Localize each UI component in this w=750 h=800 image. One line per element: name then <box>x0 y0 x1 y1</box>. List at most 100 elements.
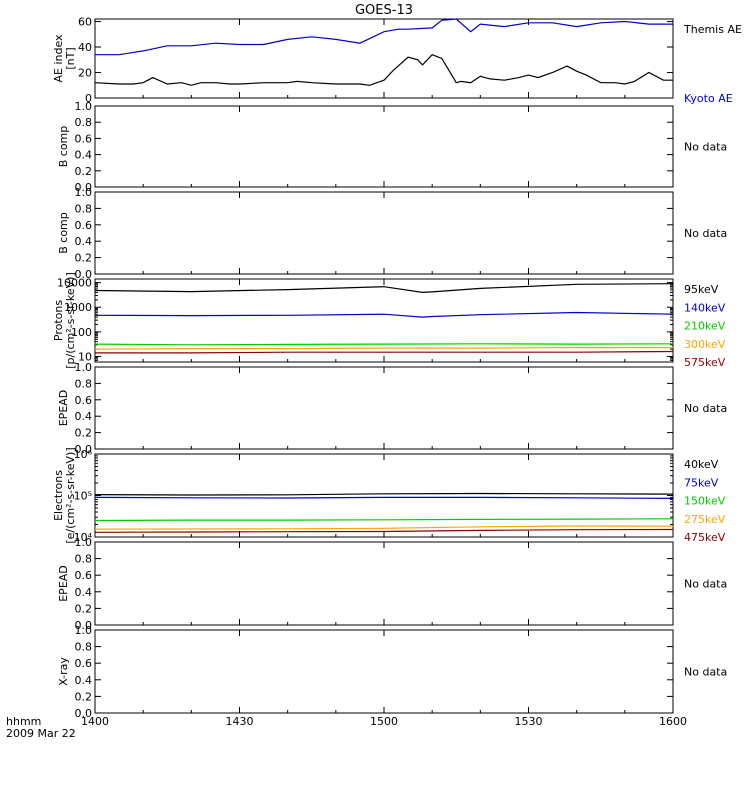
panel-frame <box>94 366 674 450</box>
series-line-kyoto-ae <box>95 18 673 56</box>
y-tick-label: 0.6 <box>75 569 93 582</box>
panel-frame <box>94 105 674 188</box>
no-data-label: No data <box>684 666 727 679</box>
y-axis-unit-label: [e/(cm²-s-sr-keV)] <box>64 447 77 543</box>
y-tick-label: 20 <box>78 67 92 80</box>
y-tick-label: 0.0 <box>75 268 93 281</box>
y-axis-label: Protons <box>52 300 65 341</box>
y-tick-label: 1000 <box>64 301 92 314</box>
panel-5: 0.0 0.2 0.4 0.6 0.8 1.0 EPEAD No data <box>57 361 727 456</box>
y-tick-label: 0.0 <box>75 619 93 632</box>
y-axis-label: EPEAD <box>57 390 70 427</box>
y-axis-label: AE index <box>52 34 65 83</box>
panel-6: 10⁴ 10⁵ 10⁶ Electrons [e/(cm²-s-sr-keV)] 40ke… <box>52 447 726 544</box>
legend-kyoto-ae: Kyoto AE <box>684 92 733 105</box>
panel-1: 0 20 40 60 AE index [nT] Themis AE Kyoto AE <box>52 16 742 105</box>
series-line-40kev <box>94 492 674 496</box>
legend-275kev: 275keV <box>684 513 726 526</box>
legend-575kev: 575keV <box>684 356 726 369</box>
legend-150kev: 150keV <box>684 495 726 508</box>
y-axis-unit-label: [nT] <box>64 47 77 69</box>
no-data-label: No data <box>684 578 727 591</box>
x-tick-label: 1530 <box>515 715 543 728</box>
x-tick-label: 1500 <box>370 715 398 728</box>
y-tick-label: 0.8 <box>75 553 93 566</box>
panel-frame <box>94 541 674 626</box>
legend-140kev: 140keV <box>684 301 726 314</box>
y-tick-label: 100 <box>71 326 92 339</box>
y-tick-label: 10⁶ <box>74 448 93 461</box>
series-line-95kev <box>94 283 674 294</box>
y-axis-label: X-ray <box>57 657 70 686</box>
series-line-275kev <box>94 525 674 530</box>
y-tick-label: 1.0 <box>75 100 93 113</box>
y-tick-label: 10⁵ <box>74 490 92 503</box>
y-tick-label: 0.0 <box>75 443 93 456</box>
y-tick-label: 1.0 <box>75 624 93 637</box>
y-tick-label: 40 <box>78 41 92 54</box>
y-tick-label: 10⁴ <box>74 531 93 544</box>
panel-2: 0.0 0.2 0.4 0.6 0.8 1.0 B comp No data <box>57 100 727 194</box>
legend-95kev: 95keV <box>684 283 719 296</box>
legend-40kev: 40keV <box>684 458 719 471</box>
y-tick-label: 0.8 <box>75 377 93 390</box>
x-axis: 1400 1430 1500 1530 1600 <box>81 19 687 728</box>
y-tick-label: 10000 <box>57 277 92 290</box>
y-tick-label: 0.6 <box>75 219 93 232</box>
x-tick-label: 1400 <box>81 715 109 728</box>
y-tick-label: 10 <box>78 351 92 364</box>
y-tick-label: 0.4 <box>75 674 93 687</box>
series-line-210kev <box>94 343 674 346</box>
plot-title: GOES-13 <box>355 3 413 18</box>
series-line-140kev <box>94 311 674 318</box>
y-tick-label: 0.2 <box>75 602 93 615</box>
y-tick-label: 0.4 <box>75 235 93 248</box>
y-tick-label: 1.0 <box>75 186 93 199</box>
y-axis-label: B comp <box>57 212 70 254</box>
panel-frame <box>94 629 674 714</box>
y-tick-label: 0.8 <box>75 202 93 215</box>
legend-300kev: 300keV <box>684 338 726 351</box>
legend-475kev: 475keV <box>684 531 726 544</box>
panel-frame <box>94 18 674 99</box>
x-axis-row2-label: 2009 Mar 22 <box>6 727 76 740</box>
y-tick-label: 1.0 <box>75 361 93 374</box>
y-tick-label: 0.0 <box>75 707 93 720</box>
panel-4: 10 100 1000 10000 Protons [p/(cm²-s-sr-keV)] 9… <box>52 272 726 369</box>
y-tick-label: 0.4 <box>75 586 93 599</box>
series-line-150kev <box>94 518 674 522</box>
y-tick-label: 0.4 <box>75 410 93 423</box>
y-tick-label: 0.2 <box>75 165 93 178</box>
y-tick-label: 0.8 <box>75 116 93 129</box>
y-tick-label: 0 <box>85 92 92 105</box>
y-axis-unit-label: [p/(cm²-s-sr-keV)] <box>64 272 77 369</box>
no-data-label: No data <box>684 402 727 415</box>
y-tick-label: 0.0 <box>75 181 93 194</box>
series-line-75kev <box>94 496 674 499</box>
panel-7: 0.0 0.2 0.4 0.6 0.8 1.0 EPEAD No data <box>57 536 727 632</box>
x-tick-label: 1430 <box>226 715 254 728</box>
y-axis-label: B comp <box>57 126 70 168</box>
series-line-300kev <box>94 347 673 350</box>
panel-8: 0.0 0.2 0.4 0.6 0.8 1.0 X-ray No data <box>57 624 727 720</box>
no-data-label: No data <box>684 227 727 240</box>
y-tick-label: 0.2 <box>75 252 93 265</box>
y-tick-label: 0.4 <box>75 149 93 162</box>
series-line-575kev <box>95 350 674 354</box>
legend-75kev: 75keV <box>684 476 719 489</box>
y-tick-label: 60 <box>78 16 92 29</box>
y-tick-label: 0.8 <box>75 641 93 654</box>
x-axis-row1-label: hhmm <box>6 715 41 728</box>
y-axis-label: EPEAD <box>57 565 70 602</box>
y-tick-label: 0.6 <box>75 657 93 670</box>
legend-themis-ae: Themis AE <box>683 23 742 36</box>
no-data-label: No data <box>684 141 727 154</box>
legend-210kev: 210keV <box>684 320 726 333</box>
y-tick-label: 1.0 <box>75 536 93 549</box>
y-tick-label: 0.2 <box>75 427 93 440</box>
y-axis-label: Electrons <box>52 470 65 521</box>
panel-frame <box>94 191 674 275</box>
y-tick-label: 0.6 <box>75 132 93 145</box>
